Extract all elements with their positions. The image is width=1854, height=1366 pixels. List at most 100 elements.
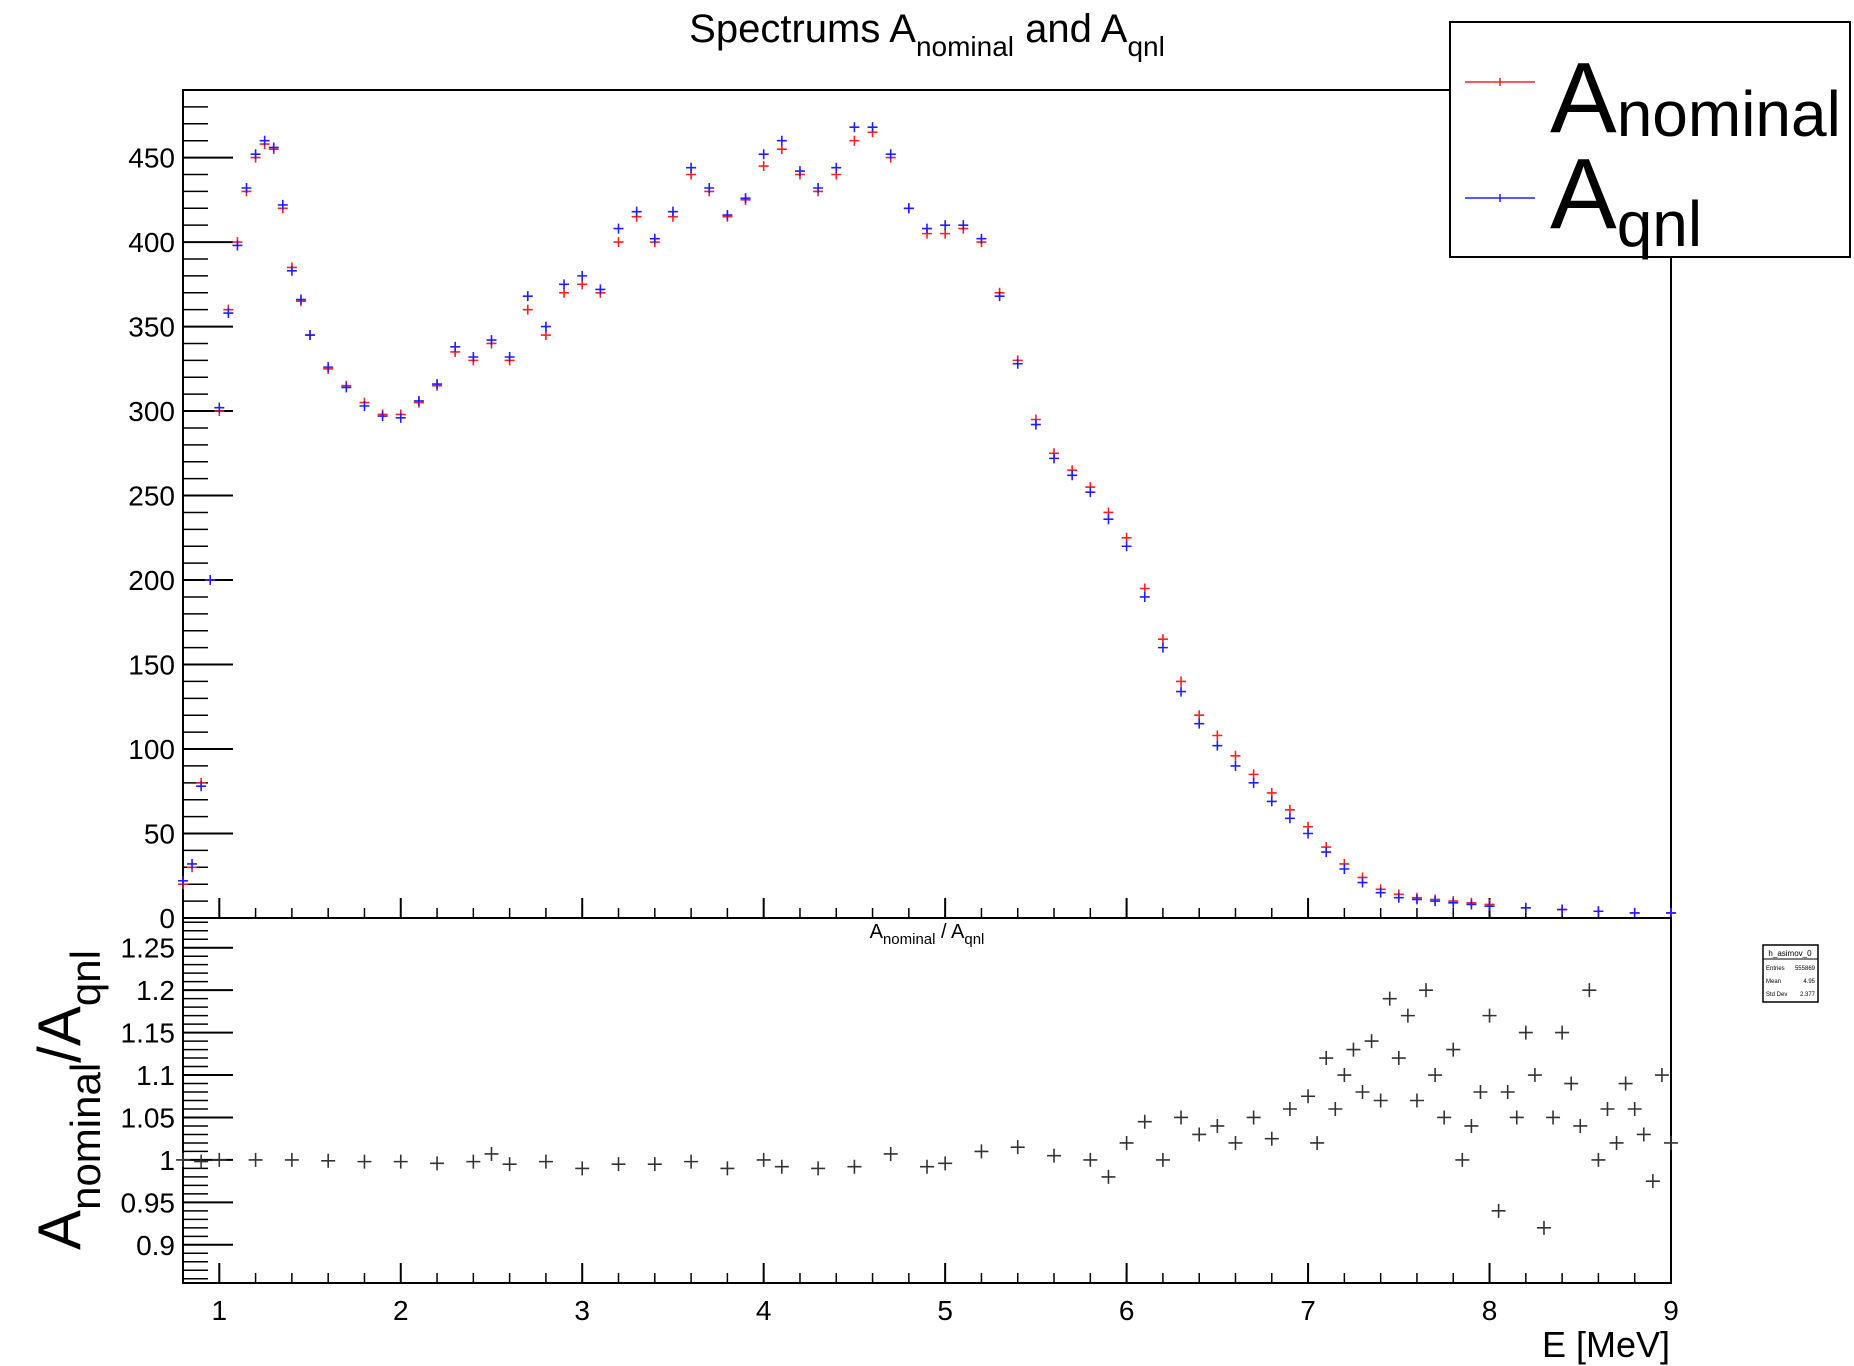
ratio-data-point [176,1152,190,1167]
data-point-qnl [359,400,370,411]
ratio-data-point [1446,1042,1461,1057]
data-point-nominal [776,144,787,155]
top-y-tick-label: 300 [128,396,175,427]
data-point-qnl [559,279,570,290]
stats-box-title: h_asimov_0 [1768,949,1812,958]
data-point-qnl [259,135,270,146]
x-axis-label: E [MeV] [1542,1324,1670,1365]
series-qnl [178,122,1676,918]
ratio-data-point [1282,1101,1297,1116]
top-y-tick-label: 150 [128,650,175,681]
bottom-y-axis-label: Anominal/Aqnl [26,950,109,1250]
title-part-2-sub: qnl [1127,31,1164,62]
ratio-data-point [1210,1118,1225,1133]
ratio-data-point [1355,1085,1370,1100]
stats-stddev-label: Std Dev [1766,992,1787,998]
data-point-qnl [1248,777,1259,788]
data-point-qnl [1067,470,1078,481]
legend-entry-qnl: Aqnl [1465,138,1702,260]
data-point-nominal [940,228,951,239]
data-point-qnl [295,294,306,305]
ylabel-part-2-sub: qnl [62,950,109,1006]
ratio-data-point [883,1146,898,1161]
data-point-qnl [196,781,207,792]
legend-label-qnl: Aqnl [1550,138,1702,260]
bottom-plot-series [176,983,1678,1235]
stats-box-frame [1762,944,1819,1003]
ratio-data-point [938,1156,953,1171]
data-point-nominal [1230,750,1241,761]
data-point-qnl [667,206,678,217]
data-point-nominal [758,161,769,172]
legend-label-nominal-main: A [1550,42,1617,154]
data-point-qnl [341,382,352,393]
data-point-qnl [1357,877,1368,888]
ratio-data-point [466,1154,481,1169]
bottom-y-tick-label: 1.05 [121,1102,176,1133]
ratio-data-point [1174,1110,1189,1125]
ratio-data-point [1500,1085,1515,1100]
data-point-qnl [187,858,198,869]
data-point-qnl [286,265,297,276]
data-point-qnl [468,351,479,362]
ratio-title-part-1: A [870,921,884,943]
data-point-nominal [540,330,551,341]
data-point-nominal [1248,769,1259,780]
data-point-qnl [776,135,787,146]
data-point-qnl [849,122,860,133]
stats-mean-label: Mean [1766,979,1781,985]
data-point-qnl [1520,902,1531,913]
data-point-qnl [1085,487,1096,498]
x-tick-label: 8 [1482,1295,1498,1326]
data-point-qnl [522,291,533,302]
data-point-qnl [232,240,243,251]
data-point-qnl [722,210,733,221]
data-point-qnl [1121,541,1132,552]
data-point-nominal [1176,676,1187,687]
legend-entry-nominal: Anominal [1465,42,1841,154]
top-plot-title: Spectrums Anominal and Aqnl [689,7,1165,62]
data-point-qnl [831,162,842,173]
ratio-data-point [194,1154,209,1169]
x-tick-label: 4 [756,1295,772,1326]
ratio-data-point [1473,1085,1488,1100]
ratio-data-point [720,1161,735,1176]
ratio-data-point [1455,1152,1470,1167]
ratio-data-point [1518,1025,1533,1040]
top-y-tick-label: 450 [128,143,175,174]
top-y-tick-label: 250 [128,481,175,512]
top-plot-axes: 0 50 100 150 200 250 300 350 400 450 [128,89,1672,934]
data-point-qnl [794,166,805,177]
ratio-data-point [1464,1118,1479,1133]
ratio-title-part-2: / A [935,921,965,943]
x-tick-label: 2 [393,1295,409,1326]
bottom-y-tick-label: 0.9 [136,1230,175,1261]
ratio-data-point [1328,1101,1343,1116]
ratio-data-point [1373,1093,1388,1108]
data-point-qnl [1012,358,1023,369]
ratio-data-point [248,1152,263,1167]
ratio-data-point [1536,1220,1551,1235]
ratio-data-point [1609,1135,1624,1150]
data-point-qnl [577,270,588,281]
data-point-qnl [958,220,969,231]
stats-entries-value: 555869 [1795,966,1816,972]
data-point-nominal [1139,583,1150,594]
data-point-qnl [740,193,751,204]
legend: Anominal Aqnl [1449,21,1851,260]
data-point-qnl [1411,894,1422,905]
ratio-data-point [1364,1034,1379,1049]
ratio-data-point [1591,1152,1606,1167]
data-point-qnl [686,162,697,173]
ratio-data-point [1437,1110,1452,1125]
x-tick-label: 3 [574,1295,590,1326]
ratio-data-point [575,1161,590,1176]
legend-label-nominal-sub: nominal [1617,78,1841,150]
data-point-qnl [205,575,216,586]
data-point-qnl [1194,718,1205,729]
top-plot-frame [182,89,1672,919]
bottom-y-tick-label: 1.15 [121,1018,176,1049]
stats-box: h_asimov_0 Entries 555869 Mean 4.95 Std … [1762,944,1819,1003]
ratio-data-point [920,1159,934,1174]
data-point-nominal [577,279,588,290]
